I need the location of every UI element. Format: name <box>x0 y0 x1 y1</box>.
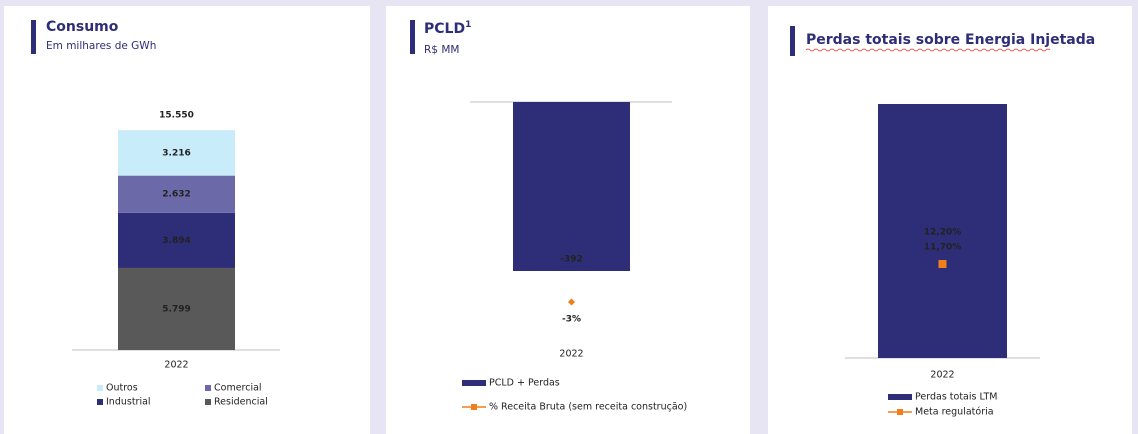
legend-label: Industrial <box>106 397 151 408</box>
legend-swatch <box>462 380 486 386</box>
value-label: 11,70% <box>924 243 962 253</box>
title-text: PCLD <box>424 21 465 37</box>
chart-subtitle: R$ MM <box>424 44 459 56</box>
legend-label: Residencial <box>214 397 268 408</box>
bar-segment <box>118 175 235 213</box>
legend-label: Perdas totais LTM <box>915 392 997 403</box>
legend-swatch <box>97 399 103 405</box>
title-accent <box>790 26 795 56</box>
legend-swatch <box>97 385 103 391</box>
title-accent <box>31 20 36 54</box>
legend-label: % Receita Bruta (sem receita construção) <box>489 402 687 413</box>
chart-title: Consumo <box>46 19 119 35</box>
bar-segment <box>118 212 235 268</box>
bar <box>878 104 1007 358</box>
legend-swatch <box>205 399 211 405</box>
point <box>567 298 576 306</box>
bar <box>513 102 630 271</box>
value-label: -3% <box>562 315 581 325</box>
value-label: 12,20% <box>924 228 962 238</box>
spellcheck-underline <box>805 48 1051 52</box>
x-tick-label: 2022 <box>559 349 583 360</box>
legend-marker <box>471 404 477 410</box>
value-label: 3.216 <box>162 148 190 158</box>
x-tick-label: 2022 <box>930 370 954 381</box>
title-superscript: 1 <box>465 20 471 30</box>
title-accent <box>410 20 415 54</box>
chart-title: Perdas totais sobre Energia Injetada <box>806 32 1095 48</box>
legend-marker <box>897 409 903 415</box>
legend-label: Comercial <box>214 383 262 394</box>
point <box>938 260 947 268</box>
total-label: 15.550 <box>159 111 194 121</box>
chart-title: PCLD1 <box>424 20 471 38</box>
x-tick-label: 2022 <box>164 360 188 371</box>
legend-swatch <box>205 385 211 391</box>
bar-segment <box>118 130 235 176</box>
value-label: 5.799 <box>162 304 190 314</box>
legend-swatch <box>888 394 912 400</box>
chart-subtitle: Em milhares de GWh <box>46 40 156 52</box>
legend-label: Outros <box>106 383 138 394</box>
legend-label: Meta regulatória <box>915 407 994 418</box>
value-label: -392 <box>560 255 583 265</box>
value-label: 2.632 <box>162 190 190 200</box>
bar-segment <box>118 267 235 350</box>
value-label: 3.894 <box>162 236 190 246</box>
legend-label: PCLD + Perdas <box>489 378 560 389</box>
